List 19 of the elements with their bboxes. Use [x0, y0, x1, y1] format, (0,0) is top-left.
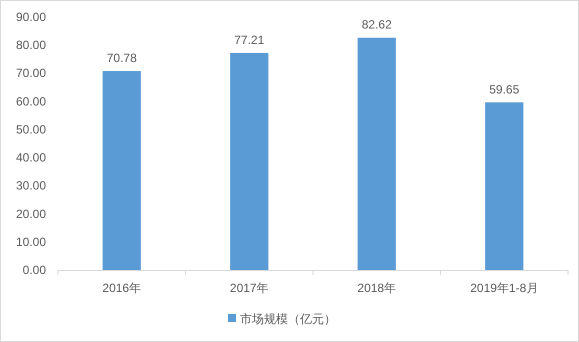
data-label: 77.21: [234, 32, 264, 47]
ytick: 0.00: [22, 263, 46, 277]
data-label: 70.78: [106, 51, 137, 66]
ytick: 20.00: [16, 206, 46, 221]
data-label: 59.65: [489, 82, 520, 96]
ytick: 30.00: [16, 178, 46, 193]
xtick: 2016年: [102, 281, 142, 295]
xtick: 2017年: [230, 281, 269, 295]
ytick: 50.00: [16, 122, 46, 136]
ytick: 60.00: [16, 94, 46, 108]
ytick: 80.00: [16, 38, 46, 52]
legend-label: 市场规模（亿元）: [240, 312, 336, 326]
data-label: 82.62: [362, 18, 392, 32]
ytick: 40.00: [16, 150, 46, 165]
xtick: 2019年1-8月: [470, 281, 538, 295]
ytick: 90.00: [16, 10, 46, 24]
ytick: 10.00: [16, 234, 46, 249]
ytick: 70.00: [16, 66, 46, 80]
xtick: 2018年: [357, 281, 396, 295]
